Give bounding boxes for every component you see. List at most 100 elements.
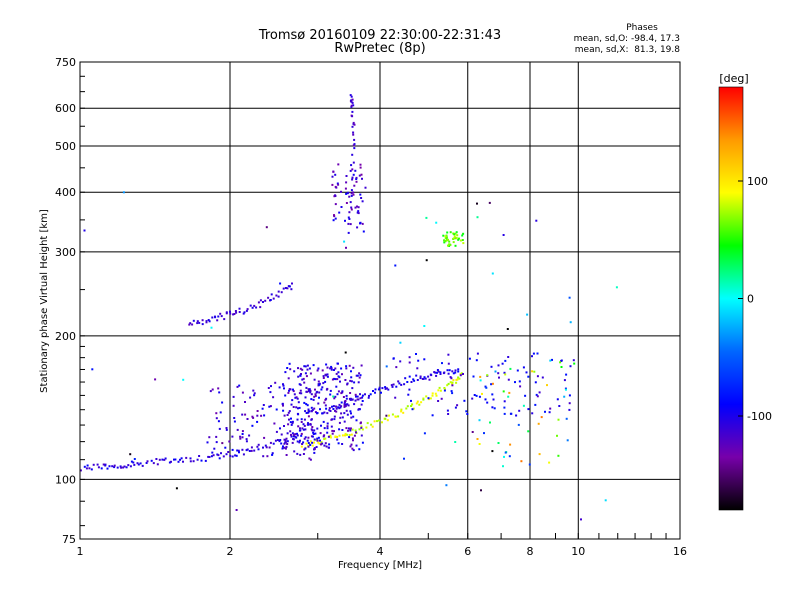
data-point	[218, 427, 221, 430]
data-point	[290, 288, 293, 291]
data-point	[233, 420, 236, 423]
data-point	[263, 436, 266, 439]
data-point	[324, 398, 327, 401]
data-point	[168, 461, 171, 464]
data-point	[331, 429, 334, 432]
data-point	[242, 312, 245, 315]
data-point	[83, 229, 86, 232]
data-point	[400, 408, 403, 411]
data-point	[316, 369, 319, 372]
data-point	[320, 424, 322, 427]
data-point	[497, 372, 500, 375]
data-point	[338, 434, 341, 437]
data-point	[173, 458, 175, 461]
data-point	[403, 383, 406, 386]
data-point	[322, 435, 325, 438]
data-point	[303, 401, 306, 404]
data-point	[453, 233, 456, 236]
data-point	[356, 374, 359, 377]
y-tick-label: 400	[55, 186, 76, 199]
data-point	[503, 406, 506, 409]
data-point	[215, 441, 218, 444]
data-point	[356, 395, 359, 398]
data-point	[332, 408, 335, 410]
data-point	[447, 362, 450, 365]
data-point	[524, 394, 527, 397]
data-point	[437, 400, 440, 402]
data-point	[225, 453, 228, 456]
data-point	[233, 313, 236, 315]
data-point	[395, 385, 398, 388]
data-point	[262, 404, 265, 406]
data-point	[306, 439, 309, 442]
data-point	[96, 463, 99, 466]
data-point	[430, 374, 433, 377]
data-point	[288, 389, 290, 392]
data-point	[286, 287, 289, 290]
data-point	[510, 412, 513, 415]
data-point	[364, 186, 367, 189]
data-point	[287, 411, 290, 414]
data-point	[351, 153, 354, 156]
data-point	[235, 311, 238, 314]
data-point	[395, 366, 398, 369]
data-point	[323, 434, 326, 437]
y-axis-ticks: 75 100 200 300 400 500 600 750	[55, 56, 85, 546]
data-point	[206, 441, 209, 444]
data-point	[397, 380, 400, 383]
data-point	[324, 442, 327, 445]
data-point	[297, 407, 299, 410]
data-point	[431, 414, 434, 417]
data-point	[329, 389, 332, 392]
data-point	[374, 391, 376, 394]
data-point	[274, 439, 277, 442]
data-point	[309, 458, 312, 461]
data-point	[241, 413, 244, 416]
data-point	[208, 436, 211, 439]
data-point	[201, 319, 204, 322]
data-point	[326, 375, 329, 378]
data-point	[549, 359, 552, 362]
data-point	[544, 410, 546, 413]
data-point	[251, 424, 254, 427]
data-point	[269, 391, 272, 394]
data-point	[352, 131, 355, 134]
data-point	[265, 446, 268, 449]
data-point	[359, 374, 362, 377]
data-point	[334, 409, 336, 412]
data-point	[306, 404, 309, 407]
data-point	[215, 435, 218, 438]
x-axis-ticks: 1 2 4 6 8 10 16	[77, 533, 687, 558]
data-point	[300, 434, 303, 437]
data-point	[350, 208, 353, 211]
data-point	[296, 452, 299, 455]
data-point	[498, 376, 500, 379]
data-point	[308, 410, 311, 413]
data-point	[302, 428, 305, 431]
data-point	[566, 439, 569, 442]
data-point	[270, 293, 273, 296]
data-point	[503, 400, 506, 403]
data-point	[394, 264, 397, 267]
data-point	[239, 435, 242, 438]
data-point	[338, 211, 341, 214]
data-point	[384, 386, 387, 389]
data-point	[279, 427, 281, 430]
data-point	[458, 377, 461, 380]
data-point	[307, 408, 310, 411]
data-point	[326, 427, 329, 430]
data-point	[359, 163, 362, 166]
data-point	[241, 433, 244, 435]
data-point	[275, 430, 278, 433]
data-point	[155, 458, 158, 460]
grid-lines	[80, 62, 680, 539]
data-point	[454, 406, 457, 409]
data-point	[501, 362, 504, 365]
data-point	[314, 393, 317, 396]
data-point	[263, 414, 266, 417]
data-point	[457, 368, 460, 371]
data-point	[455, 381, 458, 384]
data-point	[245, 309, 248, 312]
data-point	[422, 397, 425, 400]
data-point	[461, 234, 464, 237]
